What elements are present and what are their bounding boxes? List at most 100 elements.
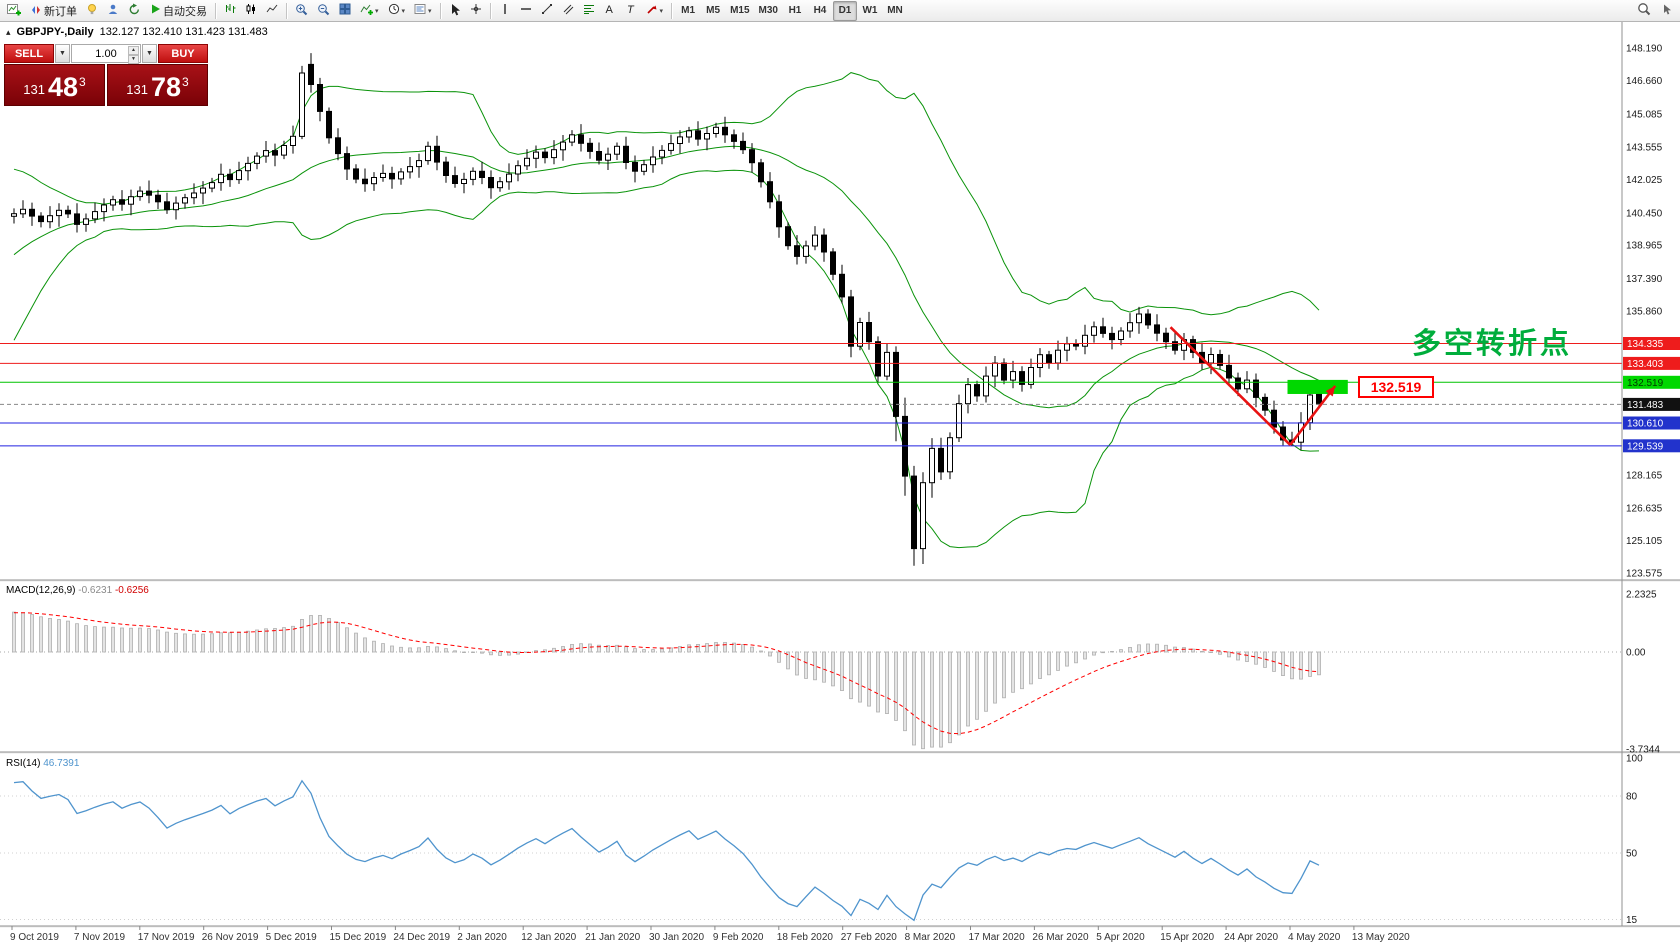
indicators-icon: [360, 3, 373, 18]
svg-text:135.860: 135.860: [1626, 306, 1663, 317]
timeframe-m30-button[interactable]: M30: [755, 1, 782, 21]
buy-price-pip: 3: [182, 75, 189, 89]
fibonacci-icon: [583, 3, 595, 18]
svg-text:7 Nov 2019: 7 Nov 2019: [74, 932, 126, 943]
timeframe-w1-button[interactable]: W1: [858, 1, 882, 21]
spinner-down-icon[interactable]: ▼: [128, 55, 139, 64]
crosshair-button[interactable]: [466, 1, 486, 21]
price-tag-132519[interactable]: 132.519: [1358, 376, 1434, 398]
vertical-line-button[interactable]: [495, 1, 515, 21]
svg-text:130.610: 130.610: [1627, 418, 1664, 429]
svg-text:T: T: [627, 4, 635, 15]
trendline-button[interactable]: [537, 1, 557, 21]
auto-trading-button[interactable]: 自动交易: [146, 1, 211, 21]
toolbar-separator: [489, 2, 491, 19]
sell-options-dropdown[interactable]: ▼: [55, 44, 70, 63]
arrows-button[interactable]: ▾: [642, 1, 668, 21]
chart-title: ▴ GBPJPY-,Daily 132.127 132.410 131.423 …: [6, 26, 268, 38]
lightbulb-icon: [86, 3, 98, 19]
svg-text:17 Mar 2020: 17 Mar 2020: [969, 932, 1026, 943]
channel-button[interactable]: [558, 1, 578, 21]
svg-text:132.519: 132.519: [1627, 378, 1664, 389]
toolbar-separator: [439, 2, 441, 19]
rsi-value: 46.7391: [43, 758, 80, 769]
svg-text:133.403: 133.403: [1627, 359, 1664, 370]
svg-text:24 Dec 2019: 24 Dec 2019: [393, 932, 450, 943]
volume-input[interactable]: [86, 47, 126, 60]
sell-button[interactable]: SELL: [4, 44, 54, 63]
svg-text:13 May 2020: 13 May 2020: [1352, 932, 1410, 943]
svg-text:126.635: 126.635: [1626, 503, 1663, 514]
svg-text:8 Mar 2020: 8 Mar 2020: [905, 932, 956, 943]
new-order-button[interactable]: 新订单: [26, 1, 81, 21]
timeframe-group: M1 M5 M15 M30 H1 H4 D1 W1 MN: [676, 0, 907, 21]
indicators-button[interactable]: ▾: [356, 1, 383, 21]
new-chart-button[interactable]: [3, 1, 25, 21]
templates-button[interactable]: ▾: [410, 1, 436, 21]
timeframe-m15-button[interactable]: M15: [726, 1, 753, 21]
periods-button[interactable]: ▾: [384, 1, 410, 21]
svg-text:128.165: 128.165: [1626, 471, 1663, 482]
pointer-mode-button[interactable]: [1656, 1, 1677, 21]
chart-canvas[interactable]: 148.190 146.660 145.085 143.555 142.025 140.4…: [0, 22, 1680, 946]
timeframe-m5-button[interactable]: M5: [701, 1, 725, 21]
timeframe-h1-button[interactable]: H1: [783, 1, 807, 21]
svg-text:125.105: 125.105: [1626, 536, 1663, 547]
svg-text:138.965: 138.965: [1626, 240, 1663, 251]
buy-price-box[interactable]: 131 78 3: [107, 64, 208, 106]
chevron-down-icon: ▾: [428, 7, 432, 15]
line-chart-icon: [266, 3, 278, 18]
auto-trading-label: 自动交易: [163, 5, 207, 18]
turning-point-annotation[interactable]: 多空转折点: [1412, 328, 1573, 360]
spinner-up-icon[interactable]: ▲: [128, 46, 139, 55]
new-order-icon: [30, 3, 42, 19]
toolbar-separator: [286, 2, 287, 19]
new-chart-icon: [7, 3, 21, 19]
timeframe-mn-button[interactable]: MN: [883, 1, 907, 21]
svg-text:50: 50: [1626, 849, 1638, 860]
svg-text:15: 15: [1626, 915, 1638, 926]
search-button[interactable]: [1633, 1, 1655, 21]
clock-icon: [388, 3, 400, 18]
svg-text:143.555: 143.555: [1626, 142, 1663, 153]
trendline-icon: [541, 3, 553, 18]
timeframe-h4-button[interactable]: H4: [808, 1, 832, 21]
candlestick-chart-button[interactable]: [241, 1, 261, 21]
timeframe-m1-button[interactable]: M1: [676, 1, 700, 21]
cursor-icon: [449, 3, 461, 19]
refresh-button[interactable]: [124, 1, 145, 21]
timeframe-d1-button[interactable]: D1: [832, 0, 857, 21]
svg-text:5 Apr 2020: 5 Apr 2020: [1096, 932, 1145, 943]
bar-chart-button[interactable]: [220, 1, 240, 21]
zoom-in-button[interactable]: [291, 1, 312, 21]
fibonacci-button[interactable]: [579, 1, 599, 21]
tile-windows-button[interactable]: [335, 1, 355, 21]
text-button[interactable]: A: [600, 1, 620, 21]
chevron-down-icon: ▾: [375, 7, 379, 15]
arrow-icon: [646, 3, 658, 18]
toolbar-separator: [671, 2, 673, 19]
svg-text:80: 80: [1626, 792, 1638, 803]
symbol-period-label: GBPJPY-,Daily: [16, 26, 94, 38]
horizontal-line-button[interactable]: [516, 1, 536, 21]
cursor-button[interactable]: [445, 1, 465, 21]
macd-header: MACD(12,26,9) -0.6231 -0.6256: [6, 585, 149, 596]
play-icon: [150, 3, 161, 18]
one-click-collapse-icon[interactable]: ▴: [6, 26, 11, 37]
label-button[interactable]: T: [621, 1, 641, 21]
accounts-button[interactable]: [103, 1, 123, 21]
svg-text:134.335: 134.335: [1627, 339, 1664, 350]
svg-text:24 Apr 2020: 24 Apr 2020: [1224, 932, 1278, 943]
line-chart-button[interactable]: [262, 1, 282, 21]
sell-price-box[interactable]: 131 48 3: [4, 64, 105, 106]
svg-text:A: A: [606, 4, 614, 15]
sell-price-big: 48: [47, 72, 79, 102]
buy-options-dropdown[interactable]: ▼: [142, 44, 157, 63]
buy-button[interactable]: BUY: [158, 44, 208, 63]
toolbar-separator: [215, 2, 216, 19]
zoom-out-button[interactable]: [313, 1, 334, 21]
svg-text:148.190: 148.190: [1626, 44, 1663, 55]
volume-spinner[interactable]: ▲ ▼: [128, 46, 139, 64]
svg-text:30 Jan 2020: 30 Jan 2020: [649, 932, 704, 943]
expert-advisors-button[interactable]: [82, 1, 102, 21]
